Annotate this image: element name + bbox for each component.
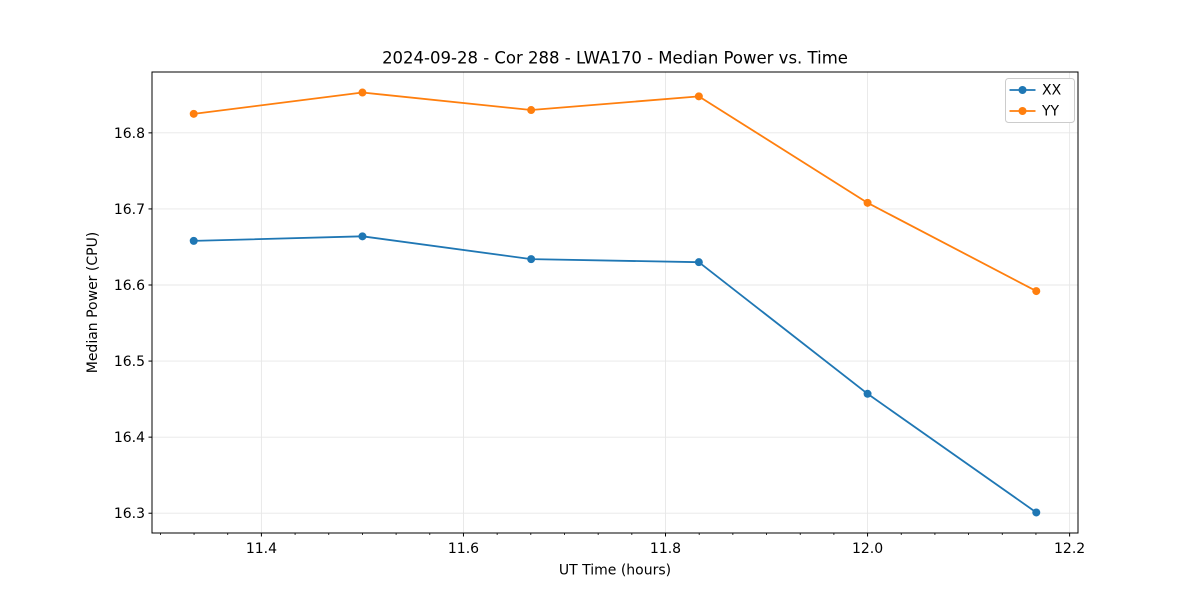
series-xx-marker xyxy=(189,236,198,245)
series-yy-marker xyxy=(863,198,872,207)
series-yy-marker xyxy=(358,88,367,97)
x-tick-label: 11.8 xyxy=(650,541,681,557)
series-xx-line xyxy=(192,235,1038,514)
x-tick-label: 12.0 xyxy=(852,541,883,557)
legend-marker-xx-icon xyxy=(1018,86,1027,94)
legend-label-xx: XX xyxy=(1042,83,1062,99)
axes-layer: 11.4 11.6 11.8 12.0 12.2 16.3 16.4 16.5 16.6 16.7… xyxy=(114,71,1085,557)
series-yy-marker xyxy=(694,92,703,101)
series-xx-marker xyxy=(1032,508,1041,517)
series-layer xyxy=(189,88,1041,517)
series-yy-line xyxy=(192,91,1038,292)
legend-box xyxy=(1005,78,1075,123)
series-xx xyxy=(189,232,1041,517)
y-tick-label: 16.4 xyxy=(114,430,145,446)
grid-layer xyxy=(152,72,1078,533)
plot-border xyxy=(151,71,1079,534)
y-tick-label: 16.8 xyxy=(114,126,145,142)
series-xx-marker xyxy=(863,389,872,398)
legend-marker-yy-icon xyxy=(1018,107,1027,115)
y-axis-label: Median Power (CPU) xyxy=(85,232,101,374)
x-tick-label: 12.2 xyxy=(1054,541,1085,557)
chart-title: 2024-09-28 - Cor 288 - LWA170 - Median P… xyxy=(382,49,848,68)
y-tick-label: 16.7 xyxy=(114,202,145,218)
series-yy-marker xyxy=(527,106,536,115)
series-yy-marker xyxy=(1032,287,1041,296)
y-tick-label: 16.3 xyxy=(114,506,145,522)
series-xx-marker xyxy=(358,232,367,241)
x-tick-label: 11.6 xyxy=(448,541,479,557)
series-xx-marker xyxy=(527,255,536,264)
x-axis-label: UT Time (hours) xyxy=(559,563,671,579)
legend: XX YY xyxy=(1005,78,1075,123)
series-yy xyxy=(189,88,1041,296)
series-xx-marker xyxy=(694,258,703,267)
y-tick-label: 16.6 xyxy=(114,278,145,294)
series-yy-marker xyxy=(189,109,198,118)
x-tick-label: 11.4 xyxy=(246,541,277,557)
legend-label-yy: YY xyxy=(1041,104,1060,120)
y-tick-label: 16.5 xyxy=(114,354,145,370)
